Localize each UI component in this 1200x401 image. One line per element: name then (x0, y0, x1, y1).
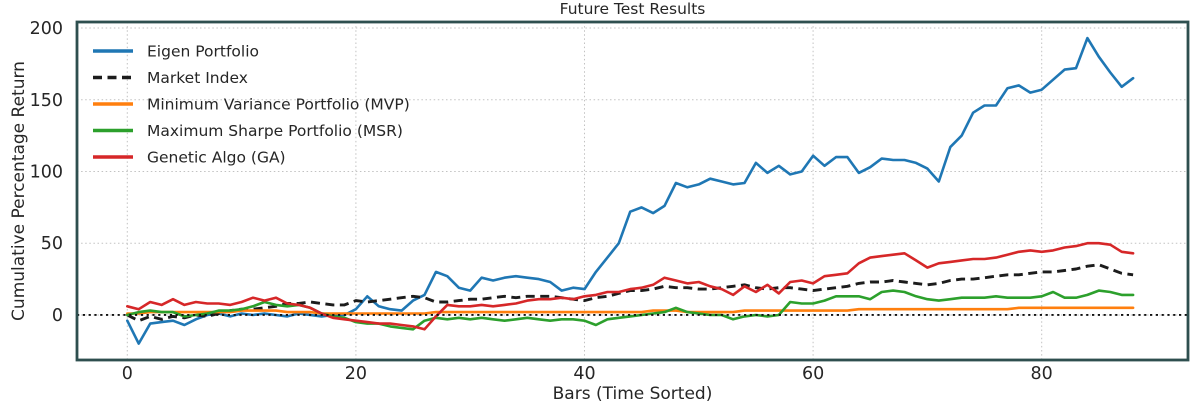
series-line-eigen-portfolio (126, 36, 1135, 345)
y-tick-label-50: 50 (41, 234, 63, 254)
series-line-market-index (126, 263, 1134, 323)
y-axis-label: Cumulative Percentage Return (9, 61, 29, 321)
x-tick-label-80: 80 (1031, 364, 1053, 384)
x-tick-label-0: 0 (122, 364, 133, 384)
plot-border (75, 20, 1190, 362)
legend-label-eigen-portfolio: Eigen Portfolio (147, 43, 259, 61)
x-tick-label-20: 20 (345, 364, 367, 384)
series-line-genetic-algo-ga (126, 241, 1135, 331)
y-tick-label-150: 150 (30, 91, 63, 111)
y-tick-label-200: 200 (30, 19, 63, 39)
legend-label-minimum-variance-portfolio-mvp: Minimum Variance Portfolio (MVP) (147, 96, 410, 114)
x-tick-label-60: 60 (802, 364, 824, 384)
x-axis-label: Bars (Time Sorted) (552, 384, 713, 401)
y-tick-label-100: 100 (30, 162, 63, 182)
x-tick-label-40: 40 (573, 364, 595, 384)
legend-label-maximum-sharpe-portfolio-msr: Maximum Sharpe Portfolio (MSR) (147, 122, 403, 140)
y-tick-label-0: 0 (52, 306, 63, 326)
legend-label-genetic-algo-ga: Genetic Algo (GA) (147, 149, 286, 167)
series-line-minimum-variance-portfolio-mvp (126, 306, 1135, 315)
legend-label-market-index: Market Index (147, 69, 248, 87)
chart-title: Future Test Results (559, 0, 706, 18)
